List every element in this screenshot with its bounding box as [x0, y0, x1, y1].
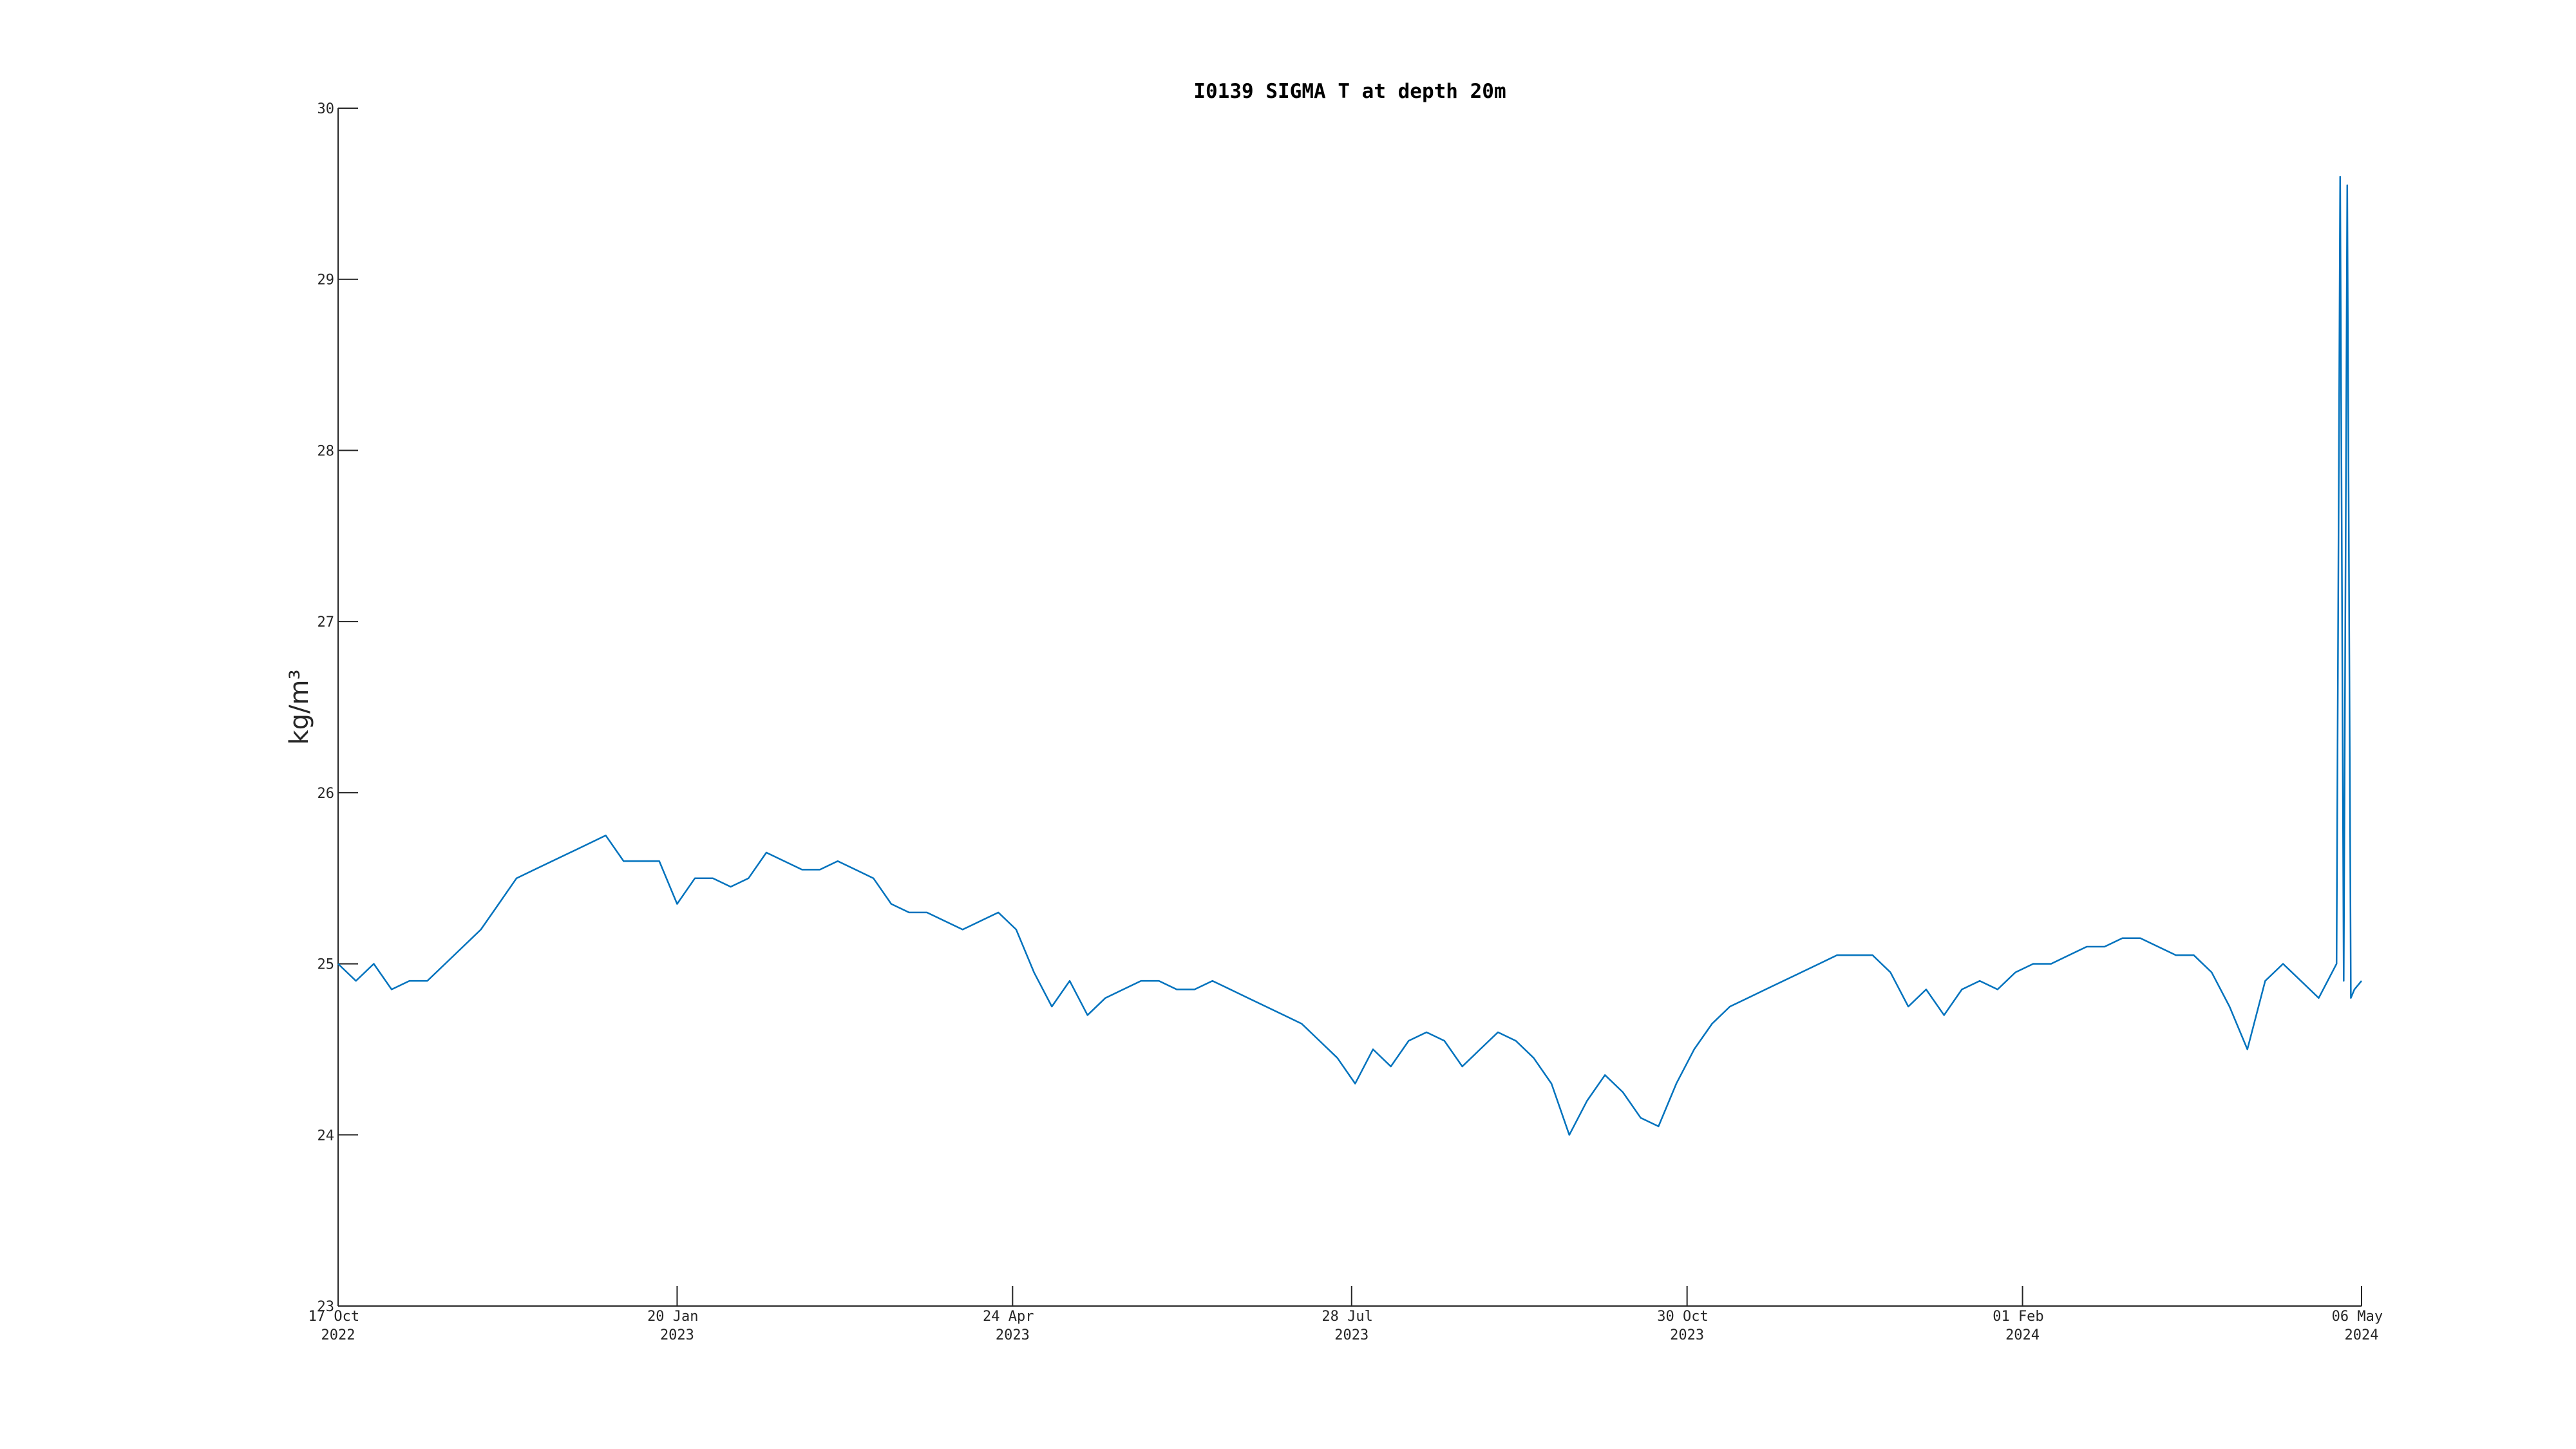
x-tick-label: 30 Oct 2023 [1657, 1309, 1717, 1343]
y-tick-label: 28 [317, 443, 335, 459]
y-tick-label: 24 [317, 1128, 335, 1144]
y-tick-label: 29 [317, 272, 335, 289]
y-tick-label: 30 [317, 101, 335, 117]
x-tick-label: 24 Apr 2023 [983, 1309, 1043, 1343]
x-tick-label: 06 May 2024 [2332, 1309, 2392, 1343]
y-tick-label: 23 [317, 1299, 335, 1315]
chart-title: I0139 SIGMA T at depth 20m [1193, 80, 1506, 103]
x-tick-label: 20 Jan 2023 [647, 1309, 707, 1343]
data-line [337, 176, 2362, 1136]
y-tick-label: 25 [317, 957, 335, 973]
x-tick-label: 17 Oct 2022 [308, 1309, 368, 1343]
y-tick-label: 26 [317, 786, 335, 802]
y-tick-label: 27 [317, 614, 335, 630]
y-axis-label: kg/m³ [285, 669, 314, 744]
x-tick-label: 28 Jul 2023 [1321, 1309, 1381, 1343]
x-tick-label: 01 Feb 2024 [1993, 1309, 2052, 1343]
